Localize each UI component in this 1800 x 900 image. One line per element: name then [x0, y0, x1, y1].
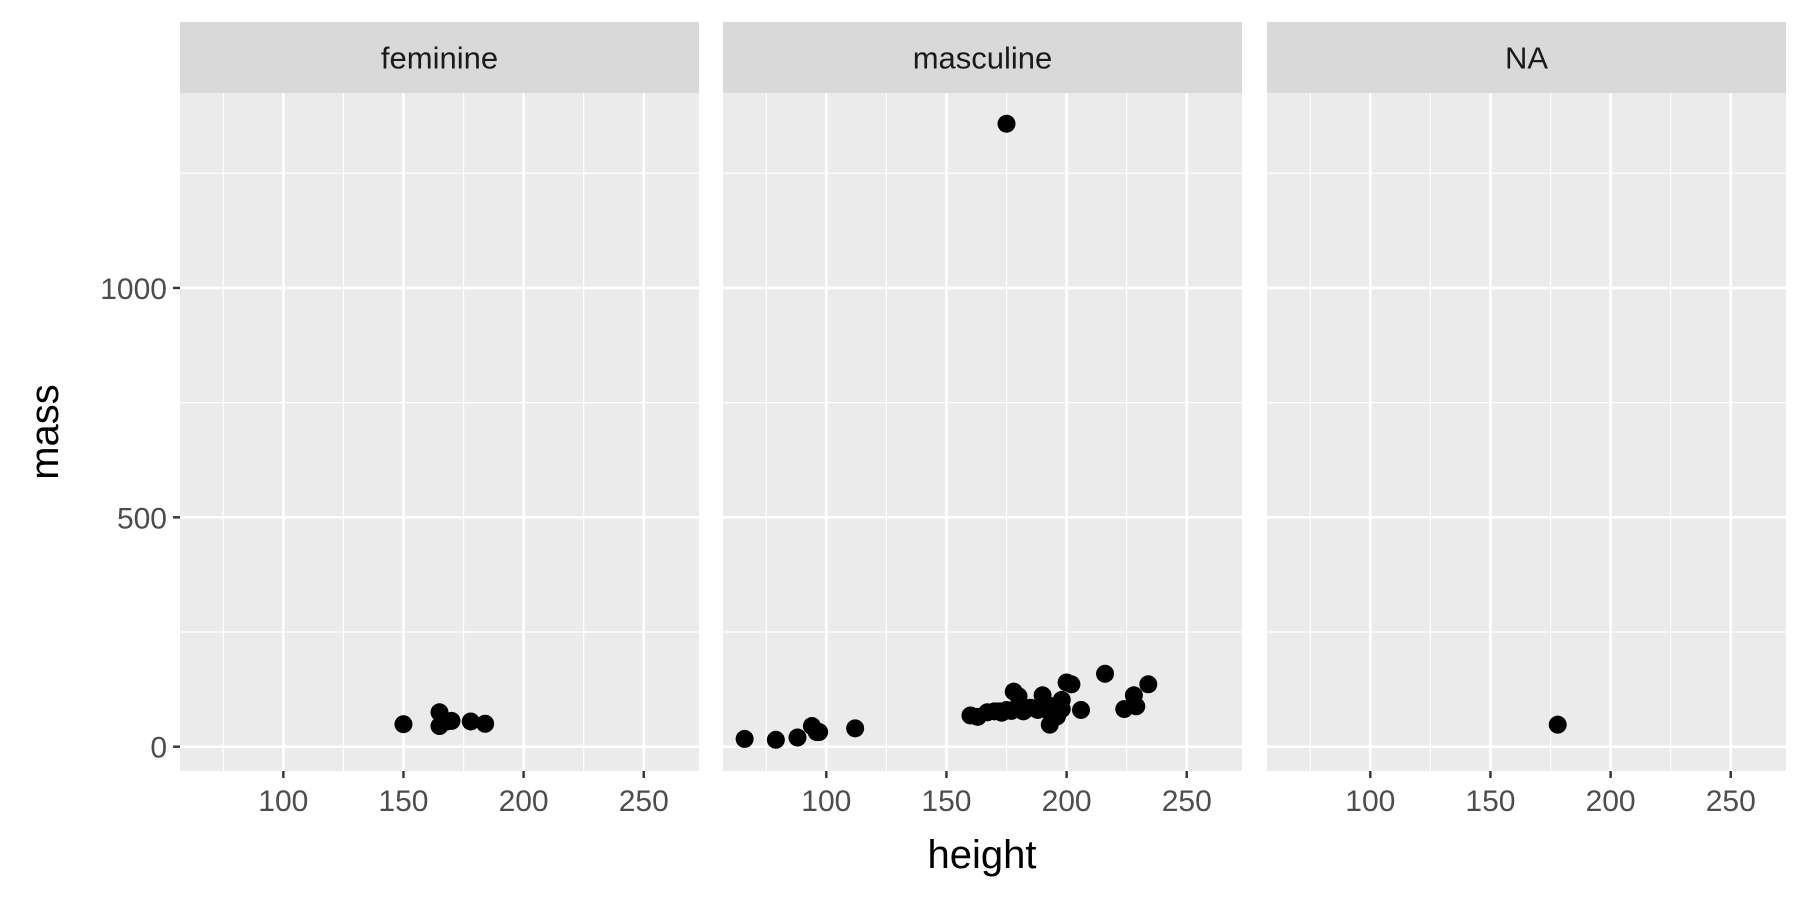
facet-panel-na: NA [1267, 22, 1786, 771]
facet-strip [723, 22, 1242, 93]
y-tick-label: 0 [150, 732, 167, 765]
x-tick-label: 250 [619, 785, 669, 818]
data-point [1096, 664, 1115, 683]
data-point [442, 711, 461, 730]
y-tick-label: 1000 [100, 273, 167, 306]
data-point [735, 729, 754, 748]
data-point [1062, 675, 1081, 694]
data-point [476, 714, 495, 733]
panel-background [723, 93, 1242, 771]
x-tick-label: 200 [499, 785, 549, 818]
x-axes: 100 150 200 250 100 150 200 250 100 150 200 250 [258, 771, 1756, 818]
data-point [1052, 690, 1071, 709]
facet-panel-masculine: masculine [723, 22, 1242, 771]
x-tick-label: 200 [1586, 785, 1636, 818]
panel-background [1267, 93, 1786, 771]
x-tick-label: 250 [1706, 785, 1756, 818]
x-tick-label: 100 [258, 785, 308, 818]
data-point [1072, 700, 1091, 719]
panels-layer: feminine masculine NA [180, 22, 1786, 771]
facet-strip [180, 22, 699, 93]
facet-strip [1267, 22, 1786, 93]
data-point [997, 114, 1016, 133]
facet-strip-label: feminine [381, 41, 498, 76]
data-point [810, 723, 829, 742]
x-tick-label: 100 [801, 785, 851, 818]
x-tick-label: 150 [921, 785, 971, 818]
data-point [788, 728, 807, 747]
x-tick-label: 100 [1345, 785, 1395, 818]
x-tick-label: 150 [1465, 785, 1515, 818]
data-point [394, 715, 413, 734]
data-point [1548, 715, 1567, 734]
panel-background [180, 93, 699, 771]
x-tick-label: 250 [1162, 785, 1212, 818]
data-point [766, 730, 785, 749]
x-tick-label: 200 [1042, 785, 1092, 818]
data-point [461, 712, 480, 731]
data-point [1127, 697, 1146, 716]
y-tick-label: 500 [117, 502, 167, 535]
x-tick-label: 150 [378, 785, 428, 818]
facet-panel-feminine: feminine [180, 22, 699, 771]
x-axis-title: height [928, 833, 1037, 877]
data-point [846, 719, 865, 738]
facet-strip-label: NA [1505, 41, 1548, 76]
y-axis: 0 500 1000 [100, 273, 180, 765]
data-point [1139, 675, 1158, 694]
y-axis-title: mass [23, 384, 67, 480]
facet-strip-label: masculine [913, 41, 1053, 76]
